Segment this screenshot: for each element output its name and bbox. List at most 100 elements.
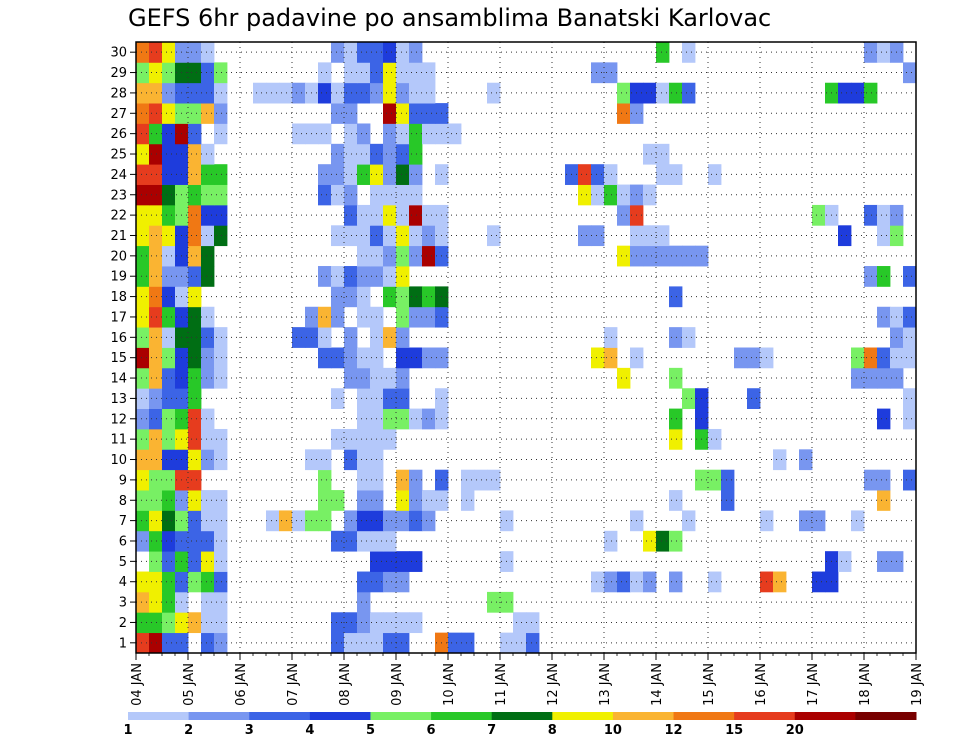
x-tick-label: 14 JAN <box>650 663 665 706</box>
heat-cell <box>162 428 176 450</box>
heat-cell <box>396 306 410 328</box>
heat-cell <box>149 184 163 206</box>
heat-cell <box>383 530 397 552</box>
heat-cell <box>162 184 176 206</box>
heat-cell <box>396 164 410 185</box>
heat-cell <box>162 306 176 328</box>
y-tick-label: 4 <box>119 575 127 590</box>
heat-cell <box>188 530 202 552</box>
heat-cell <box>669 245 683 267</box>
heat-cell <box>162 327 176 348</box>
heat-cell <box>162 123 176 145</box>
heat-cell <box>903 306 917 328</box>
heat-cell <box>149 571 163 593</box>
legend-swatch <box>370 712 432 720</box>
heat-cell <box>422 490 436 511</box>
x-tick-label: 05 JAN <box>182 663 197 706</box>
legend-label: 8 <box>548 723 557 738</box>
plot-area <box>136 42 916 653</box>
heat-cell <box>188 184 202 206</box>
heat-cell <box>357 225 371 247</box>
heat-cell <box>214 632 228 654</box>
heat-cell <box>656 225 670 247</box>
heat-cell <box>656 164 670 185</box>
heat-cell <box>136 632 150 654</box>
heat-cell <box>188 143 202 165</box>
heat-cell <box>617 245 631 267</box>
heat-cell <box>877 266 891 287</box>
heat-cell <box>162 204 176 226</box>
heat-cell <box>318 62 332 84</box>
y-tick-label: 16 <box>110 331 127 346</box>
heat-cell <box>396 612 410 634</box>
heat-cell <box>409 408 423 430</box>
heat-cell <box>162 571 176 593</box>
heat-cell <box>682 82 696 104</box>
heat-cell <box>578 184 592 206</box>
heat-cell <box>383 143 397 165</box>
heat-cell <box>136 367 150 389</box>
heat-cell <box>149 103 163 124</box>
heat-cell <box>409 490 423 511</box>
heat-cell <box>162 42 176 63</box>
heat-cell <box>188 551 202 572</box>
heat-cell <box>344 123 358 145</box>
heat-cell <box>357 571 371 593</box>
y-tick-label: 8 <box>119 494 127 509</box>
y-tick-label: 15 <box>110 351 127 366</box>
heat-cell <box>318 490 332 511</box>
heat-cell <box>149 408 163 430</box>
heat-cell <box>357 62 371 84</box>
heat-cell <box>188 347 202 369</box>
heat-cell <box>162 530 176 552</box>
heat-cell <box>149 530 163 552</box>
heat-cell <box>357 245 371 267</box>
heat-cell <box>383 266 397 287</box>
heat-cell <box>656 143 670 165</box>
heat-cell <box>864 347 878 369</box>
heat-cell <box>604 327 618 348</box>
heat-cell <box>214 530 228 552</box>
heat-cell <box>188 510 202 532</box>
heat-cell <box>903 408 917 430</box>
heat-cell <box>669 286 683 308</box>
heat-cell <box>669 164 683 185</box>
legend-label: 4 <box>305 723 314 738</box>
heat-cell <box>162 408 176 430</box>
heat-cell <box>474 469 488 491</box>
legend-label: 2 <box>184 723 193 738</box>
heat-cell <box>188 123 202 145</box>
heat-cell <box>656 530 670 552</box>
heat-cell <box>383 204 397 226</box>
heat-cell <box>708 469 722 491</box>
heat-cell <box>253 82 267 104</box>
legend-swatch <box>431 712 493 720</box>
heat-cell <box>396 490 410 511</box>
heat-cell <box>578 225 592 247</box>
heat-cell <box>201 103 215 124</box>
heat-cell <box>396 184 410 206</box>
heat-cell <box>136 143 150 165</box>
heat-cell <box>643 143 657 165</box>
heat-cell <box>344 428 358 450</box>
heat-cell <box>877 204 891 226</box>
heat-cell <box>877 347 891 369</box>
heat-cell <box>383 245 397 267</box>
heat-cell <box>162 469 176 491</box>
legend-label: 5 <box>366 723 375 738</box>
y-tick-label: 19 <box>110 270 127 285</box>
heat-cell <box>136 306 150 328</box>
heat-cell <box>201 143 215 165</box>
heat-cell <box>318 469 332 491</box>
heat-cell <box>188 306 202 328</box>
heat-cell <box>214 327 228 348</box>
heat-cell <box>136 82 150 104</box>
heat-cell <box>396 82 410 104</box>
heat-cell <box>214 591 228 613</box>
heat-cell <box>357 612 371 634</box>
heat-cell <box>669 408 683 430</box>
x-tick-label: 10 JAN <box>442 663 457 706</box>
heat-cell <box>149 164 163 185</box>
y-tick-label: 26 <box>110 127 127 142</box>
heat-cell <box>656 82 670 104</box>
